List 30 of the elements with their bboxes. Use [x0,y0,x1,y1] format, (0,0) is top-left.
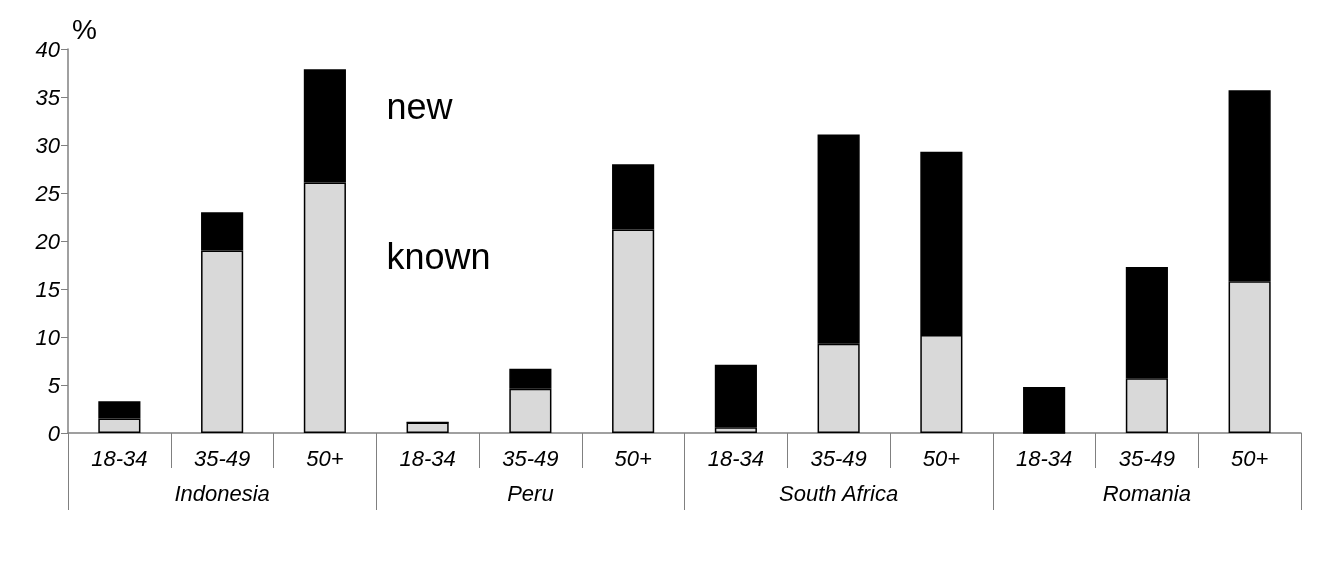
x-tick-label: 35-49 [502,445,559,471]
series-label: known [386,235,491,277]
y-axis-title: % [72,13,97,45]
x-tick-label: 18-34 [1015,445,1073,471]
text: Indonesia [174,480,270,506]
y-tick-label: 30 [35,132,61,158]
y-tick-label: 15 [35,276,61,302]
x-tick-label: 18-34 [91,445,148,471]
x-tick-label: 18-34 [707,445,765,471]
x-tick-label: 18-34 [399,445,456,471]
bar [406,422,449,433]
x-tick-label: 50+ [614,445,652,471]
x-tick-label: 50+ [306,445,344,471]
x-tick-label: 35-49 [1118,445,1176,471]
series-label: new [386,85,454,127]
y-tick-label: 5 [47,372,61,398]
text: South Africa [779,480,899,506]
y-tick-label: 25 [34,180,61,206]
x-tick-label: 50+ [1230,445,1269,471]
text: Peru [507,480,554,506]
bar [1023,386,1066,433]
y-tick-label: 10 [35,324,61,350]
y-tick-label: 0 [47,420,61,446]
text: Romania [1102,480,1191,506]
y-tick-label: 35 [35,84,61,110]
x-tick-label: 50+ [922,445,961,471]
x-tick-label: 35-49 [193,445,251,471]
x-tick-label: 35-49 [810,445,867,471]
y-tick-label: 20 [34,228,61,254]
y-tick-label: 40 [35,36,61,62]
